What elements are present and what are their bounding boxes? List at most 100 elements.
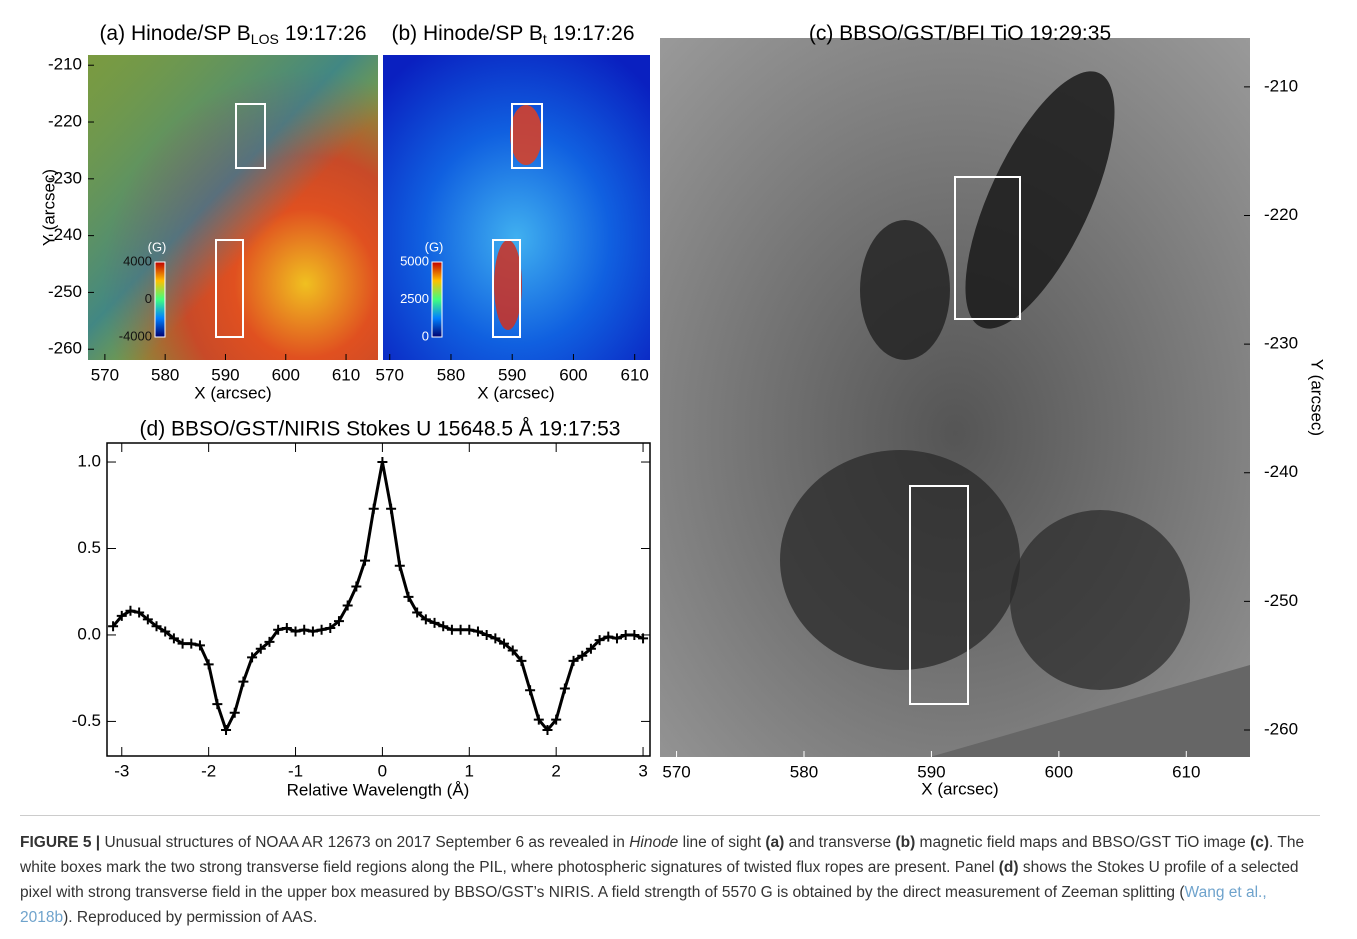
data-marker xyxy=(446,624,457,635)
x-tick-label: 570 xyxy=(91,365,119,384)
data-marker xyxy=(203,659,214,670)
x-tick-label: -1 xyxy=(288,761,303,780)
data-marker xyxy=(429,617,440,628)
title-subscript: LOS xyxy=(251,31,279,47)
panel-title: (b) Hinode/SP Bt 19:17:26 xyxy=(392,22,635,47)
caption-text: ). Reproduced by permission of AAS. xyxy=(63,909,318,926)
panel-title: (a) Hinode/SP BLOS 19:17:26 xyxy=(99,22,366,47)
title-text: (b) Hinode/SP B xyxy=(392,22,543,45)
caption: FIGURE 5 | Unusual structures of NOAA AR… xyxy=(20,815,1320,930)
box xyxy=(909,485,969,705)
data-marker xyxy=(438,621,449,632)
data-marker xyxy=(559,683,570,694)
x-tick-label: 570 xyxy=(376,365,404,384)
data-marker xyxy=(307,626,318,637)
x-axis-label: Relative Wavelength (Å) xyxy=(287,780,470,799)
data-marker xyxy=(499,638,510,649)
title-text: (a) Hinode/SP B xyxy=(99,22,250,45)
box xyxy=(511,103,543,169)
data-marker xyxy=(273,624,284,635)
x-tick-label: 1 xyxy=(465,761,474,780)
y-tick-label: -220 xyxy=(48,112,82,131)
data-marker xyxy=(116,610,127,621)
y-tick-label: -260 xyxy=(48,339,82,358)
colorbar-tick-label: -4000 xyxy=(119,328,152,343)
figure: (a) Hinode/SP BLOS 19:17:26 570 580 590 600 61… xyxy=(39,22,1327,800)
y-tick-label: 0.5 xyxy=(77,538,101,557)
feature xyxy=(494,240,522,330)
data-line xyxy=(111,461,644,734)
data-marker xyxy=(585,643,596,654)
y-tick-label: 0.0 xyxy=(77,624,101,643)
data-marker xyxy=(134,607,145,618)
data-marker xyxy=(577,650,588,661)
data-marker xyxy=(247,652,258,663)
x-tick-label: 2 xyxy=(551,761,560,780)
data-marker xyxy=(264,636,275,647)
data-marker xyxy=(542,725,553,736)
caption-text: (a) xyxy=(765,834,785,851)
box xyxy=(492,239,521,338)
chart-title: (d) BBSO/GST/NIRIS Stokes U 15648.5 Å 19… xyxy=(140,418,621,441)
data-marker xyxy=(212,699,223,710)
caption-text: (b) xyxy=(895,834,916,851)
data-marker xyxy=(516,655,527,666)
data-marker xyxy=(108,621,119,632)
x-tick-label: 580 xyxy=(790,762,818,781)
data-marker xyxy=(412,607,423,618)
data-marker xyxy=(629,629,640,640)
caption-text: Unusual structures of NOAA AR 12673 on 2… xyxy=(100,834,630,851)
data-marker xyxy=(638,633,649,644)
x-tick-label: -2 xyxy=(201,761,216,780)
x-tick-label: 610 xyxy=(1172,762,1200,781)
data-marker xyxy=(238,676,249,687)
colorbar-tick-label: 5000 xyxy=(400,253,429,268)
panel-title: (c) BBSO/GST/BFI TiO 19:29:35 xyxy=(809,22,1111,45)
data-marker xyxy=(377,457,388,468)
data-marker xyxy=(229,707,240,718)
x-tick-label: 590 xyxy=(211,365,239,384)
feature xyxy=(510,105,542,165)
x-tick-label: 610 xyxy=(621,365,649,384)
caption-text: shows the Stokes U profile of a selected… xyxy=(20,859,1299,901)
y-tick-label: -250 xyxy=(48,282,82,301)
data-marker xyxy=(533,714,544,725)
caption-text: magnetic field maps and BBSO/GST TiO ima… xyxy=(915,834,1251,851)
data-marker xyxy=(351,581,362,592)
y-tick-label: -0.5 xyxy=(72,711,101,730)
caption-text: FIGURE 5 | xyxy=(20,834,101,851)
caption-text[interactable]: Wang et al., 2018b xyxy=(20,884,1267,926)
data-marker xyxy=(333,616,344,627)
y-tick-label: -210 xyxy=(48,55,82,74)
x-axis-label: X (arcsec) xyxy=(921,779,998,798)
y-tick-label: -230 xyxy=(1264,334,1298,353)
data-marker xyxy=(360,555,371,566)
x-tick-label: -3 xyxy=(114,761,129,780)
data-marker xyxy=(455,624,466,635)
x-axis-label: X (arcsec) xyxy=(194,383,271,402)
data-marker xyxy=(472,626,483,637)
caption-text: (c) xyxy=(1250,834,1270,851)
data-marker xyxy=(255,643,266,654)
data-marker xyxy=(168,633,179,644)
y-tick-label: -260 xyxy=(1264,719,1298,738)
x-tick-label: 590 xyxy=(917,762,945,781)
title-text: (c) BBSO/GST/BFI TiO 19:29:35 xyxy=(809,22,1111,45)
y-axis-label: Y (arcsec) xyxy=(1308,359,1327,436)
x-tick-label: 600 xyxy=(272,365,300,384)
colorbar-tick-label: 0 xyxy=(145,291,152,306)
data-marker xyxy=(386,503,397,514)
data-marker xyxy=(316,624,327,635)
data-marker xyxy=(394,560,405,571)
umbra xyxy=(780,450,1020,670)
x-tick-label: 580 xyxy=(437,365,465,384)
y-axis-label: Y (arcsec) xyxy=(39,169,58,246)
data-marker xyxy=(177,638,188,649)
caption-text: (d) xyxy=(998,859,1019,876)
data-marker xyxy=(281,623,292,634)
colorbar-tick-label: 0 xyxy=(422,328,429,343)
y-tick-label: -230 xyxy=(48,168,82,187)
data-marker xyxy=(464,624,475,635)
x-tick-label: 3 xyxy=(638,761,647,780)
